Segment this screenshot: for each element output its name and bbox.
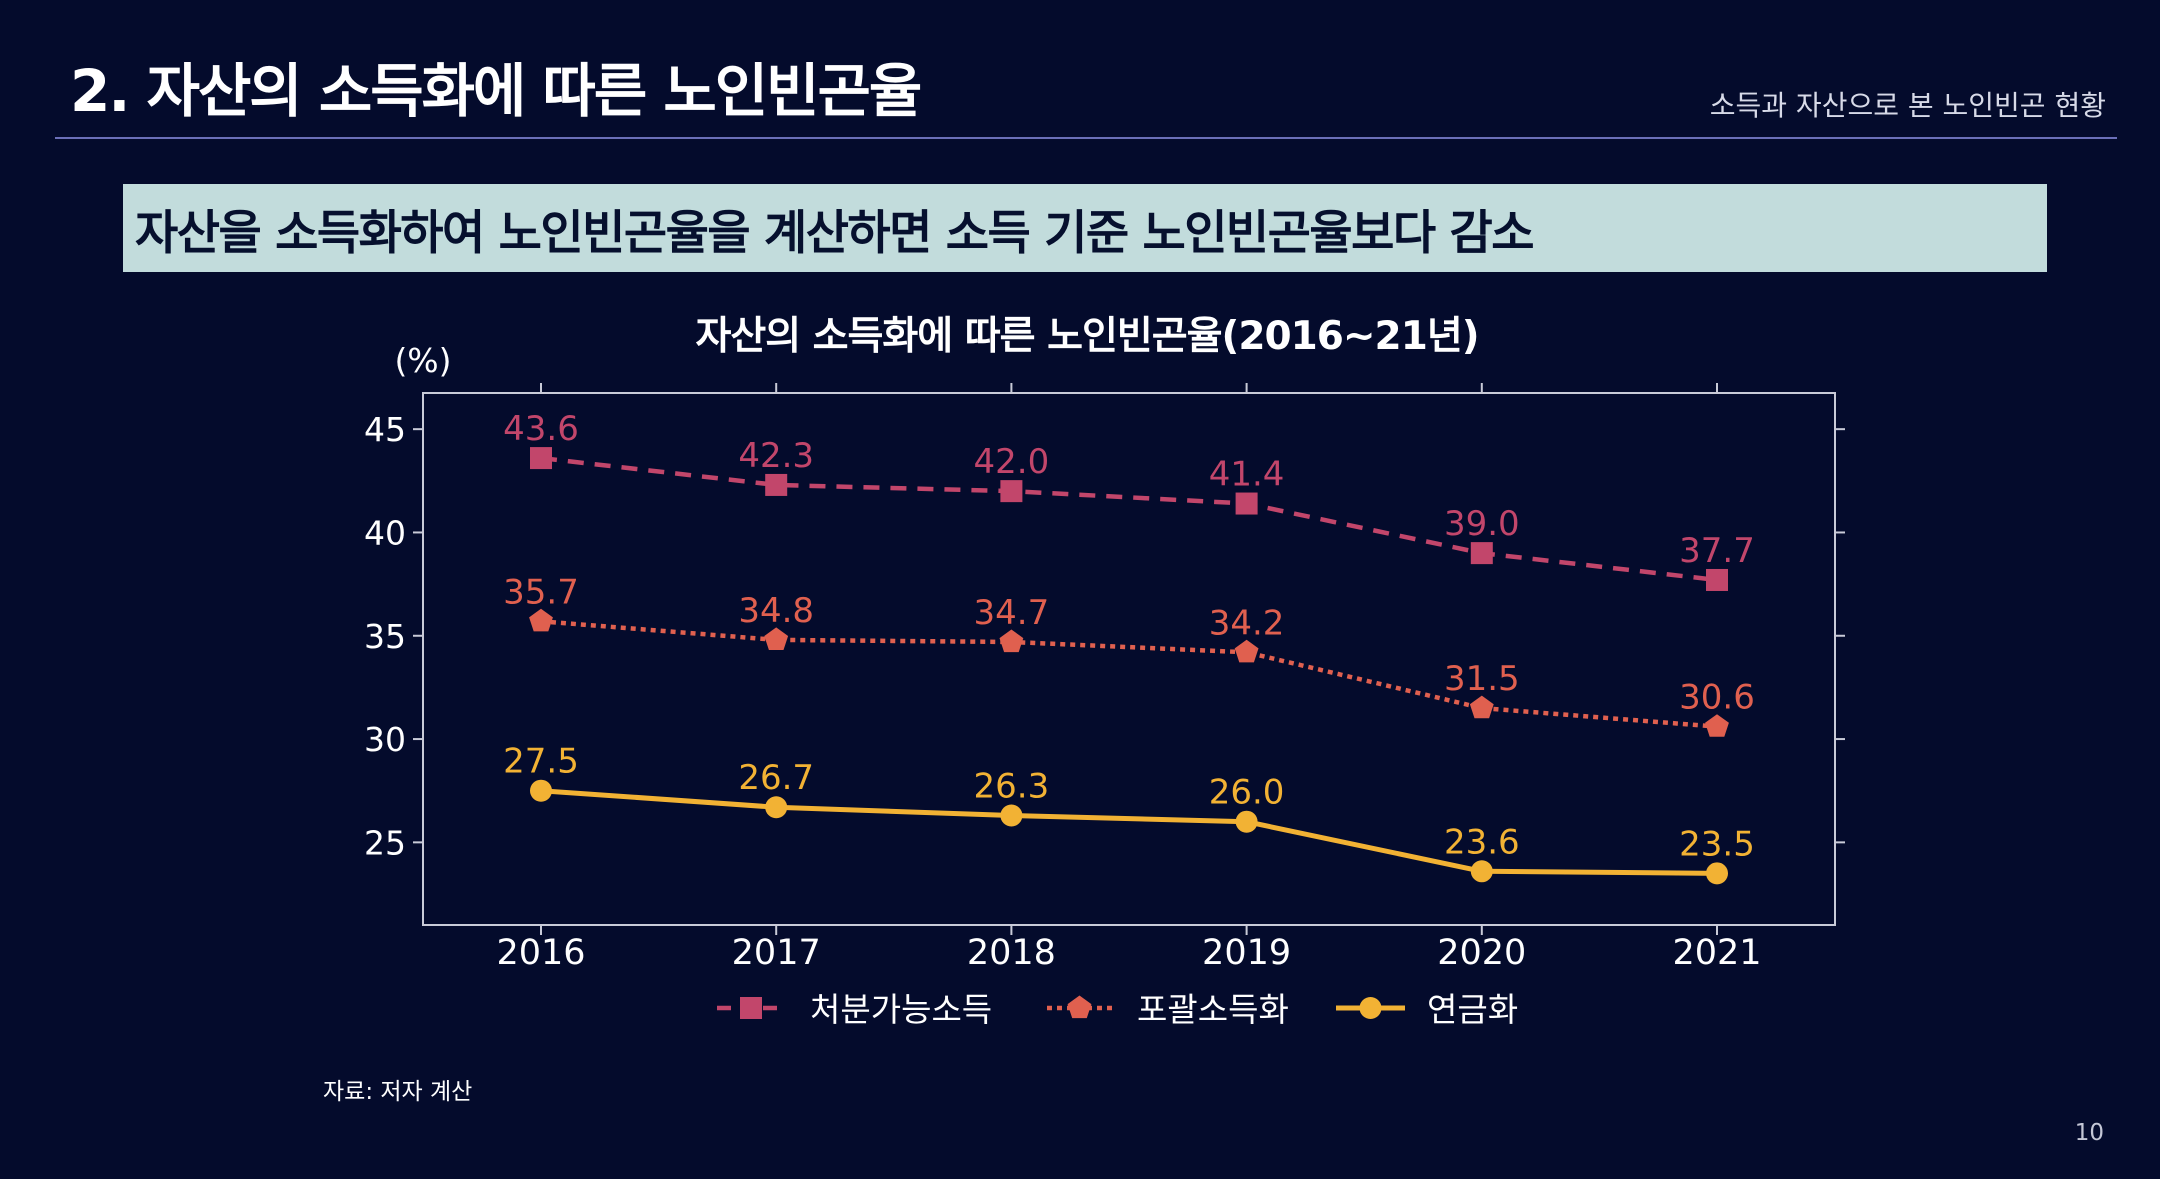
x-tick-label: 2018 [967,933,1056,973]
data-label: 34.2 [1209,603,1285,643]
data-label: 23.6 [1444,822,1520,862]
key-message-text: 자산을 소득화하여 노인빈곤율을 계산하면 소득 기준 노인빈곤율보다 감소 [135,205,1534,261]
x-tick-label: 2019 [1202,933,1291,973]
series-line-2 [540,788,1718,876]
section-label: 소득과 자산으로 본 노인빈곤 현황 [1709,89,2106,122]
data-point [765,796,788,819]
key-message-banner: 자산을 소득화하여 노인빈곤율을 계산하면 소득 기준 노인빈곤율보다 감소 [123,184,2047,272]
data-point [1470,860,1493,883]
data-point [1706,862,1728,885]
page-title: 2. 자산의 소득화에 따른 노인빈곤율 [70,57,922,125]
y-tick-label: 40 [364,513,406,552]
legend-label: 처분가능소득 [810,990,992,1029]
legend-label: 연금화 [1427,990,1518,1029]
data-point [1235,492,1258,515]
x-tick-label: 2020 [1437,933,1526,973]
data-label: 30.6 [1679,678,1755,718]
data-label: 26.7 [738,758,814,798]
y-tick-label: 35 [364,617,406,656]
data-label: 27.5 [503,742,579,782]
data-label: 41.4 [1209,455,1285,495]
series-line-1 [540,619,1718,729]
data-point [1706,568,1728,591]
data-label: 34.8 [738,591,814,631]
data-point [764,627,789,650]
x-tick-label: 2021 [1672,933,1761,973]
plot-frame [422,392,1836,926]
data-point [1470,542,1493,565]
data-label: 26.0 [1209,773,1285,813]
page-number: 10 [2074,1120,2104,1146]
legend-label: 포괄소득화 [1137,990,1289,1029]
y-axis-unit-label: (%) [394,341,451,380]
data-point [1235,810,1258,833]
title-divider [55,137,2117,139]
data-label: 34.7 [974,593,1050,633]
legend-marker [1359,997,1382,1019]
data-point [1469,695,1494,719]
data-label: 43.6 [503,409,579,449]
data-label: 37.7 [1679,531,1755,571]
data-label: 39.0 [1444,504,1520,544]
data-label: 42.0 [974,442,1050,482]
x-tick-label: 2016 [496,933,585,973]
data-label: 42.3 [738,436,814,476]
data-point [530,447,552,470]
data-point [1000,804,1023,827]
x-tick-label: 2017 [732,933,821,973]
data-point [765,473,788,496]
series-line-0 [540,455,1718,583]
y-tick-label: 25 [364,823,406,862]
legend-marker [1067,995,1092,1019]
chart-title: 자산의 소득화에 따른 노인빈곤율(2016~21년) [695,314,1478,359]
y-tick-label: 30 [364,720,406,759]
source-note: 자료: 저자 계산 [323,1079,473,1105]
data-label: 31.5 [1444,659,1520,699]
data-label: 23.5 [1679,824,1755,864]
data-point [1705,714,1729,737]
data-point [999,629,1024,653]
data-point [529,608,553,632]
legend-marker [740,997,762,1019]
data-point [530,779,552,802]
data-label: 35.7 [503,572,579,612]
y-tick-label: 45 [364,410,406,449]
data-label: 26.3 [974,767,1050,807]
data-point [1000,480,1023,503]
data-point [1234,639,1259,663]
